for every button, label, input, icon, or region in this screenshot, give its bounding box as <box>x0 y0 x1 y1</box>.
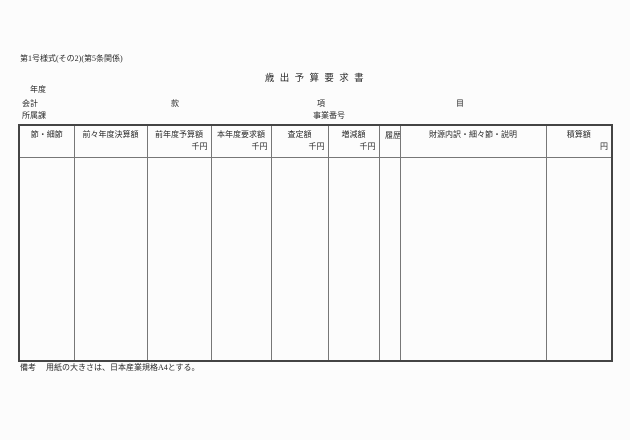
column-unit: 千円 <box>191 142 208 151</box>
column-label: 積算額 <box>566 130 591 139</box>
remarks-note: 備考 用紙の大きさは、日本産業規格A4とする。 <box>20 362 200 373</box>
table-body-row <box>18 156 613 362</box>
body-cell-increase-decrease <box>327 156 380 362</box>
body-cell-setsu-saisetsu <box>18 156 75 362</box>
body-cell-funding-breakdown <box>399 156 547 362</box>
form-number: 第1号様式(その2)(第5条関係) <box>20 54 123 63</box>
department-label: 所属課 <box>22 111 46 120</box>
column-label: 前々年度決算額 <box>82 130 139 139</box>
header-cell-prev-year-budget: 前年度予算額 千円 <box>146 124 212 158</box>
column-unit <box>401 141 545 153</box>
header-cell-funding-breakdown: 財源内訳・細々節・説明 <box>399 124 547 158</box>
budget-item-ko-label: 項 <box>317 99 325 108</box>
column-label: 節・細節 <box>30 130 63 139</box>
column-label: 査定額 <box>287 130 312 139</box>
table-header-row: 節・細節 前々年度決算額 前年度予算額 千円 本年度要求額 千円 査定額 千円 … <box>18 124 613 158</box>
column-label: 財源内訳・細々節・説明 <box>429 130 517 139</box>
body-cell-prev-year-budget <box>146 156 212 362</box>
column-unit: 円 <box>600 142 608 151</box>
body-cell-prev-prev-year-settlement <box>73 156 148 362</box>
column-unit: 千円 <box>308 142 325 151</box>
column-label: 前年度予算額 <box>155 130 203 139</box>
column-unit <box>20 141 73 153</box>
fiscal-year-label: 年度 <box>30 85 46 94</box>
header-cell-assessed-amount: 査定額 千円 <box>270 124 329 158</box>
column-label: 増減額 <box>341 130 366 139</box>
budget-request-table: 節・細節 前々年度決算額 前年度予算額 千円 本年度要求額 千円 査定額 千円 … <box>18 124 613 362</box>
body-cell-current-year-request <box>210 156 272 362</box>
header-cell-current-year-request: 本年度要求額 千円 <box>210 124 272 158</box>
remarks-text: 用紙の大きさは、日本産業規格A4とする。 <box>46 363 200 372</box>
column-label: 履歴 <box>385 131 400 140</box>
body-cell-estimate-amount <box>545 156 613 362</box>
body-cell-history <box>378 156 401 362</box>
header-cell-history: 履歴 <box>378 124 401 158</box>
header-cell-increase-decrease: 増減額 千円 <box>327 124 380 158</box>
document-title: 歳 出 予 算 要 求 書 <box>264 74 366 84</box>
column-unit <box>75 141 146 153</box>
budget-section-kan-label: 款 <box>171 99 179 108</box>
column-unit: 千円 <box>251 142 268 151</box>
project-number-label: 事業番号 <box>313 111 345 120</box>
body-cell-assessed-amount <box>270 156 329 362</box>
header-cell-estimate-amount: 積算額 円 <box>545 124 613 158</box>
header-cell-prev-prev-year-settlement: 前々年度決算額 <box>73 124 148 158</box>
column-unit: 千円 <box>359 142 376 151</box>
budget-detail-moku-label: 目 <box>456 99 464 108</box>
remarks-label: 備考 <box>20 363 36 372</box>
account-label: 会計 <box>22 99 38 108</box>
header-cell-setsu-saisetsu: 節・細節 <box>18 124 75 158</box>
column-label: 本年度要求額 <box>217 130 265 139</box>
